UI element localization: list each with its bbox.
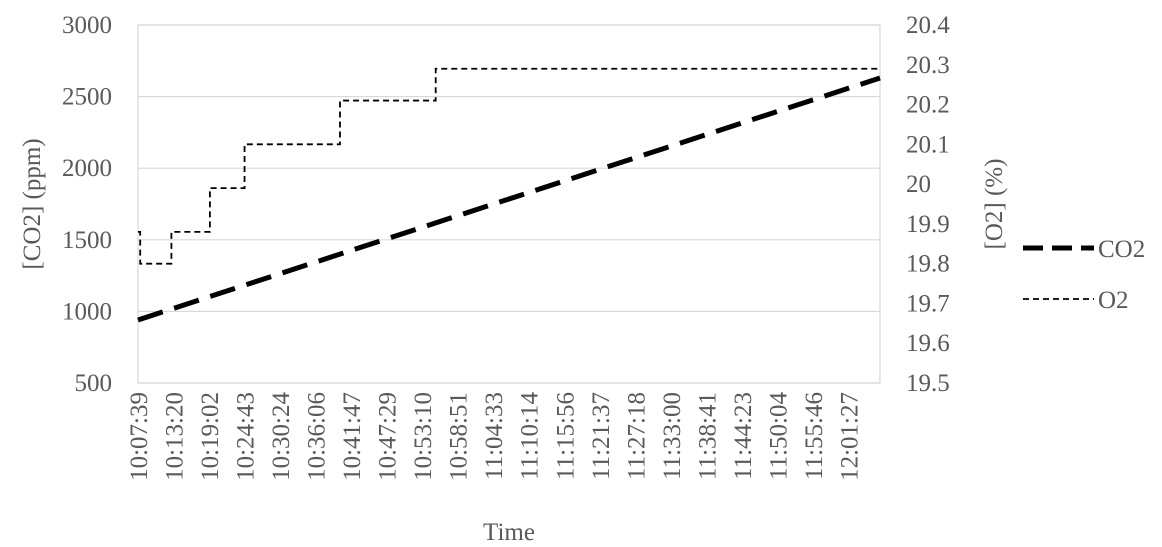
series-layer xyxy=(137,67,881,323)
x-tick-label: 11:44:23 xyxy=(730,392,757,480)
x-tick-label: 11:10:14 xyxy=(517,392,544,480)
series-line-co2 xyxy=(137,75,881,323)
x-tick-label: 11:04:33 xyxy=(481,392,508,480)
y-right-tick-label: 19.9 xyxy=(906,211,950,238)
y-axis-right-title: [O2] (%) xyxy=(981,159,1008,250)
legend-label-o2: O2 xyxy=(1098,287,1129,314)
y-left-tick-label: 1000 xyxy=(62,298,112,325)
x-tick-label: 11:15:56 xyxy=(552,392,579,480)
x-tick-label: 11:27:18 xyxy=(623,392,650,480)
plot-frame xyxy=(137,24,881,384)
y-left-tick-label: 1500 xyxy=(62,227,112,254)
x-axis-title: Time xyxy=(483,519,535,546)
x-tick-label: 11:38:41 xyxy=(694,392,721,480)
y-axis-left-title: [CO2] (ppm) xyxy=(19,138,46,269)
x-tick-label: 10:13:20 xyxy=(161,392,188,481)
y-left-tick-label: 2000 xyxy=(62,155,112,182)
x-tick-label: 10:30:24 xyxy=(268,392,295,481)
x-tick-label: 10:58:51 xyxy=(446,392,473,481)
y-left-tick-label: 500 xyxy=(75,370,113,397)
x-axis-ticks: 10:07:39 10:13:20 10:19:02 10:24:43 10:30:24… xyxy=(126,392,863,481)
legend-label-co2: CO2 xyxy=(1098,236,1145,263)
legend: CO2 O2 xyxy=(1023,236,1145,314)
y-right-tick-label: 20.2 xyxy=(906,92,950,119)
x-tick-label: 12:01:27 xyxy=(836,392,863,481)
x-tick-label: 11:33:00 xyxy=(659,392,686,480)
y-right-tick-label: 20.3 xyxy=(906,52,950,79)
series-line-o2 xyxy=(138,67,880,265)
y-left-tick-label: 2500 xyxy=(62,84,112,111)
right-axis-ticks: 19.5 19.6 19.7 19.8 19.9 20 20.1 20.2 20.3 20.4 xyxy=(906,12,950,397)
y-right-tick-label: 19.7 xyxy=(906,290,950,317)
x-tick-label: 10:19:02 xyxy=(197,392,224,481)
y-right-tick-label: 20.4 xyxy=(906,12,950,39)
grid xyxy=(138,24,880,384)
x-tick-label: 10:47:29 xyxy=(375,392,402,481)
y-right-tick-label: 20 xyxy=(906,171,931,198)
x-tick-label: 10:07:39 xyxy=(126,392,153,481)
y-right-tick-label: 19.5 xyxy=(906,370,950,397)
x-tick-label: 11:21:37 xyxy=(588,392,615,480)
x-tick-label: 11:55:46 xyxy=(801,392,828,480)
y-right-tick-label: 20.1 xyxy=(906,131,950,158)
left-axis-ticks: 500 1000 1500 2000 2500 3000 xyxy=(62,12,112,397)
y-right-tick-label: 19.8 xyxy=(906,251,950,278)
y-left-tick-label: 3000 xyxy=(62,12,112,39)
x-tick-label: 10:53:10 xyxy=(410,392,437,481)
x-tick-label: 10:24:43 xyxy=(233,392,260,481)
x-tick-label: 10:41:47 xyxy=(339,392,366,481)
x-tick-label: 10:36:06 xyxy=(304,392,331,481)
x-tick-label: 11:50:04 xyxy=(765,392,792,480)
y-right-tick-label: 19.6 xyxy=(906,330,950,357)
